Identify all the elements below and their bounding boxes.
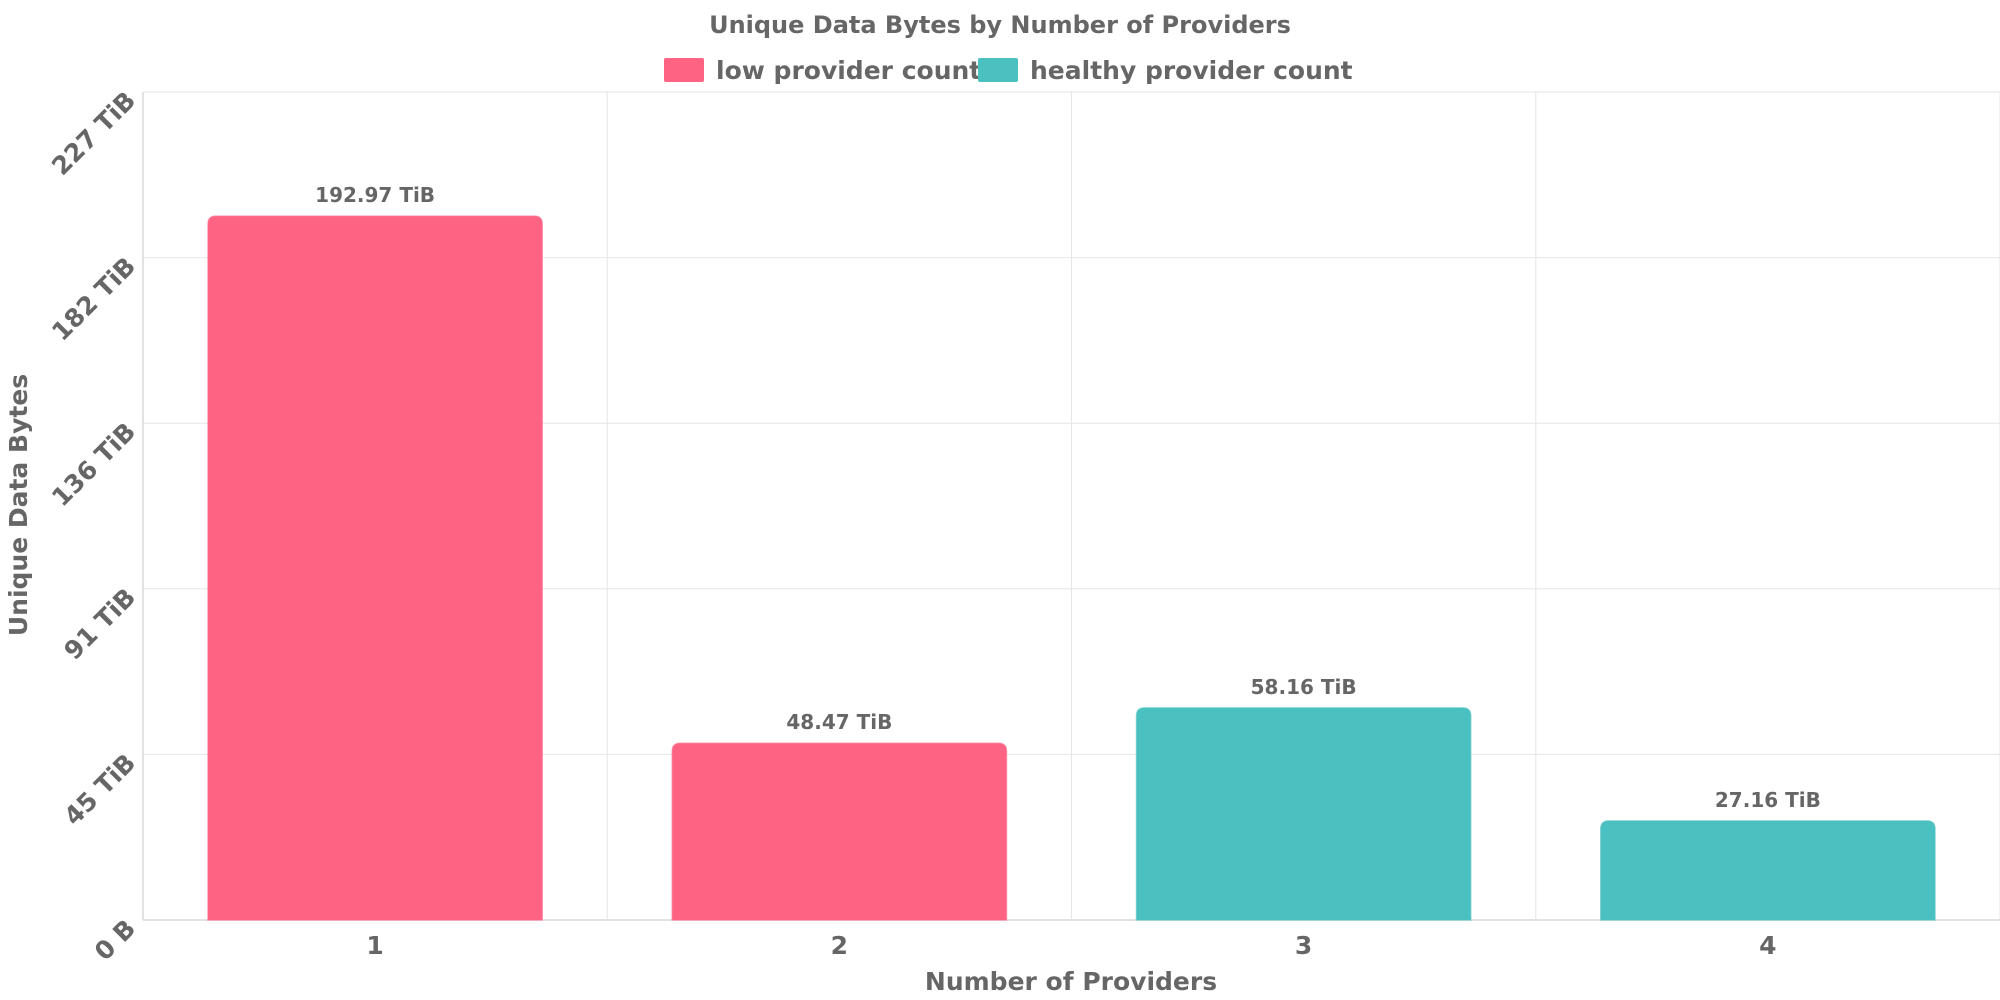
legend-swatch-low-provider-count[interactable] <box>664 58 704 82</box>
legend-label-low-provider-count[interactable]: low provider count <box>716 56 981 85</box>
bars <box>207 215 1936 921</box>
bar-1[interactable] <box>207 215 544 921</box>
y-tick-label: 91 TiB <box>58 583 141 666</box>
bar-4[interactable] <box>1599 820 1936 921</box>
y-axis-title: Unique Data Bytes <box>4 374 33 636</box>
x-tick-label-4: 4 <box>1759 931 1776 960</box>
x-tick-label-2: 2 <box>831 931 848 960</box>
bar-value-label-1: 192.97 TiB <box>315 183 435 207</box>
bar-value-label-3: 58.16 TiB <box>1251 675 1357 699</box>
y-tick-label: 0 B <box>89 914 141 966</box>
y-tick-label: 227 TiB <box>46 86 141 181</box>
y-axis-ticks: 0 B 45 TiB 91 TiB 136 TiB 182 TiB 227 TiB <box>46 86 141 966</box>
x-axis-ticks: 1 2 3 4 <box>366 931 1776 960</box>
bar-value-label-4: 27.16 TiB <box>1715 788 1821 812</box>
legend-swatch-healthy-provider-count[interactable] <box>978 58 1018 82</box>
x-tick-label-1: 1 <box>366 931 383 960</box>
x-axis-title: Number of Providers <box>925 967 1217 996</box>
y-tick-label: 45 TiB <box>58 748 141 831</box>
y-tick-label: 182 TiB <box>46 251 141 346</box>
bar-2[interactable] <box>671 742 1008 921</box>
bar-3[interactable] <box>1135 707 1472 921</box>
y-tick-label: 136 TiB <box>46 417 141 512</box>
legend-label-healthy-provider-count[interactable]: healthy provider count <box>1030 56 1353 85</box>
bar-value-labels: 192.97 TiB 48.47 TiB 58.16 TiB 27.16 TiB <box>315 183 1821 812</box>
legend: low provider count healthy provider coun… <box>664 56 1353 85</box>
chart-title: Unique Data Bytes by Number of Providers <box>709 11 1291 39</box>
bar-value-label-2: 48.47 TiB <box>786 710 892 734</box>
x-tick-label-3: 3 <box>1295 931 1312 960</box>
